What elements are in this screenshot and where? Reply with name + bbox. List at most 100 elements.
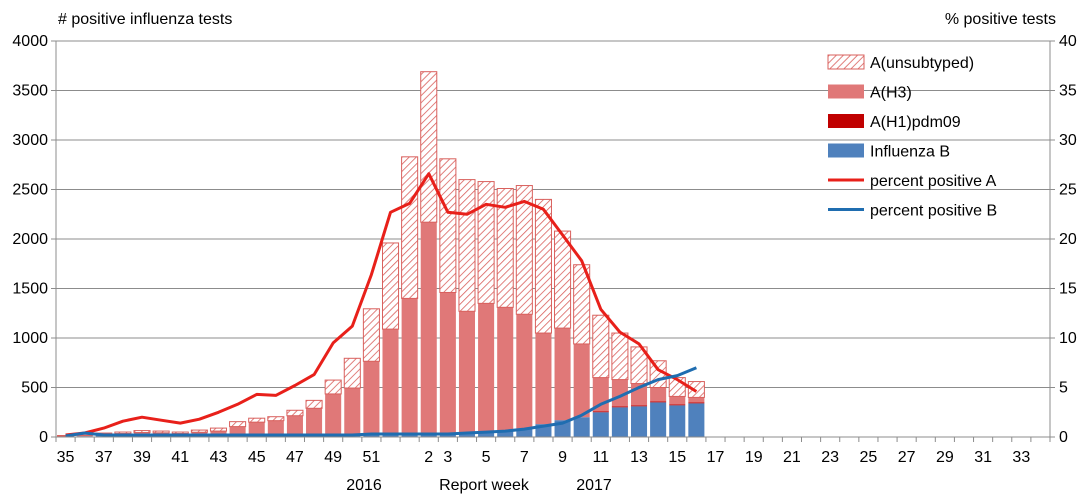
bar-a-h3--52: [382, 329, 399, 434]
x-tick-label: 15: [668, 449, 686, 466]
x-tick-label: 51: [363, 449, 381, 466]
legend-label-a-unsubtyped-: A(unsubtyped): [870, 55, 974, 72]
x-tick-label: 21: [783, 449, 801, 466]
bar-a-h3--8: [535, 333, 552, 425]
x-tick-label: 9: [558, 449, 567, 466]
left-tick-label: 1000: [12, 330, 48, 347]
legend-swatch-a-unsubtyped-: [827, 54, 865, 70]
bar-a-unsubtyped--47: [286, 409, 304, 417]
left-tick-label: 500: [21, 380, 48, 397]
x-tick-label: 5: [482, 449, 491, 466]
bar-a-h1-pdm09-11: [592, 411, 609, 413]
bar-a-h3--50: [344, 387, 361, 434]
left-tick-label: 3000: [12, 132, 48, 149]
bar-influenza-b-5: [478, 432, 495, 437]
bar-a-unsubtyped--13: [630, 346, 648, 385]
left-tick-label: 2000: [12, 231, 48, 248]
bar-a-h3--43: [210, 431, 227, 436]
axes: 0 500 1000 1500 2000 2500 3000 3500 4000 0 5 10 15 20…: [12, 33, 1076, 466]
x-tick-label: 2: [424, 449, 433, 466]
left-tick-label: 0: [39, 429, 48, 446]
bar-a-unsubtyped--44: [229, 421, 247, 428]
bar-a-unsubtyped--40: [152, 430, 170, 434]
bar-a-unsubtyped--1: [401, 156, 419, 299]
bar-a-unsubtyped--3: [439, 158, 457, 293]
bar-influenza-b-13: [630, 406, 648, 437]
percent-lines: [65, 172, 698, 438]
x-tick-label: 37: [95, 449, 113, 466]
x-tick-label: 35: [57, 449, 75, 466]
bar-a-h3--5: [478, 303, 495, 433]
x-tick-label: 47: [286, 449, 304, 466]
right-tick-label: 15: [1059, 281, 1077, 298]
bar-influenza-b-2: [420, 434, 437, 437]
x-tick-label: 19: [745, 449, 763, 466]
bar-a-unsubtyped--8: [534, 198, 552, 334]
x-tick-label: 25: [860, 449, 878, 466]
bar-a-h3--9: [554, 328, 571, 421]
x-tick-label: 39: [133, 449, 151, 466]
legend-label-percent-positive-a: percent positive A: [870, 173, 997, 190]
bar-influenza-b-10: [573, 417, 590, 437]
x-tick-label: 29: [936, 449, 954, 466]
year-label-2017: 2017: [576, 477, 612, 494]
right-tick-label: 10: [1059, 330, 1077, 347]
legend: A(unsubtyped) A(H3) A(H1)pdm09 Influenza B p…: [827, 54, 997, 220]
legend-swatch-influenza-b: [828, 143, 864, 158]
x-tick-label: 31: [974, 449, 992, 466]
bar-a-unsubtyped--7: [515, 185, 533, 315]
x-tick-label: 27: [898, 449, 916, 466]
gridlines: [56, 40, 1050, 388]
bar-a-h3--16: [688, 397, 705, 403]
bar-a-h3--3: [439, 292, 456, 434]
right-tick-label: 35: [1059, 83, 1077, 100]
x-tick-label: 17: [707, 449, 725, 466]
right-axis-title: % positive tests: [945, 11, 1056, 28]
left-tick-label: 4000: [12, 33, 48, 50]
bar-a-h3--51: [363, 361, 380, 434]
bar-a-h1-pdm09-12: [611, 406, 628, 408]
bar-a-unsubtyped--11: [592, 314, 610, 379]
bar-influenza-b-7: [516, 429, 533, 437]
x-tick-label: 13: [630, 449, 648, 466]
x-tick-label: 43: [210, 449, 228, 466]
left-axis-title: # positive influenza tests: [58, 11, 232, 28]
right-tick-label: 0: [1059, 429, 1068, 446]
bar-a-h3--15: [669, 396, 686, 405]
bar-a-h3--1: [401, 298, 418, 435]
bar-a-unsubtyped--5: [477, 181, 495, 304]
line-percent-positive-A: [65, 172, 698, 437]
bar-a-unsubtyped--52: [381, 242, 400, 330]
legend-label-a-h3-: A(H3): [870, 85, 912, 102]
bar-a-unsubtyped--42: [190, 429, 208, 433]
bar-a-unsubtyped--48: [305, 399, 323, 409]
bar-a-unsubtyped--16: [687, 381, 705, 398]
bar-a-unsubtyped--43: [209, 427, 228, 432]
bar-influenza-b-15: [669, 405, 686, 437]
bar-a-h3--6: [497, 307, 514, 432]
x-tick-label: 33: [1012, 449, 1030, 466]
bar-a-h1-pdm09-15: [669, 404, 686, 406]
bar-influenza-b-12: [611, 407, 628, 437]
left-tick-label: 1500: [12, 281, 48, 298]
bar-a-unsubtyped--45: [248, 417, 266, 423]
bar-influenza-b-16: [688, 403, 705, 437]
bar-a-h3--47: [286, 415, 303, 435]
bar-a-unsubtyped--6: [496, 188, 514, 308]
bar-a-h1-pdm09-14: [650, 401, 667, 403]
bar-influenza-b-1: [401, 434, 418, 437]
bar-a-unsubtyped--51: [362, 308, 380, 362]
legend-swatch-a-h1-pdm09: [828, 114, 864, 128]
x-tick-label: 7: [520, 449, 529, 466]
bar-influenza-b-6: [497, 431, 514, 437]
line-percent-positive-B: [65, 366, 697, 438]
x-tick-label: 45: [248, 449, 266, 466]
year-label-2016: 2016: [346, 477, 382, 494]
left-tick-label: 2500: [12, 182, 48, 199]
bar-a-h3--10: [573, 343, 590, 418]
bar-a-unsubtyped--41: [171, 431, 189, 435]
left-tick-label: 3500: [12, 83, 48, 100]
bar-a-h3--49: [325, 393, 342, 434]
bar-a-h1-pdm09-16: [688, 402, 705, 404]
x-tick-label: 49: [324, 449, 342, 466]
